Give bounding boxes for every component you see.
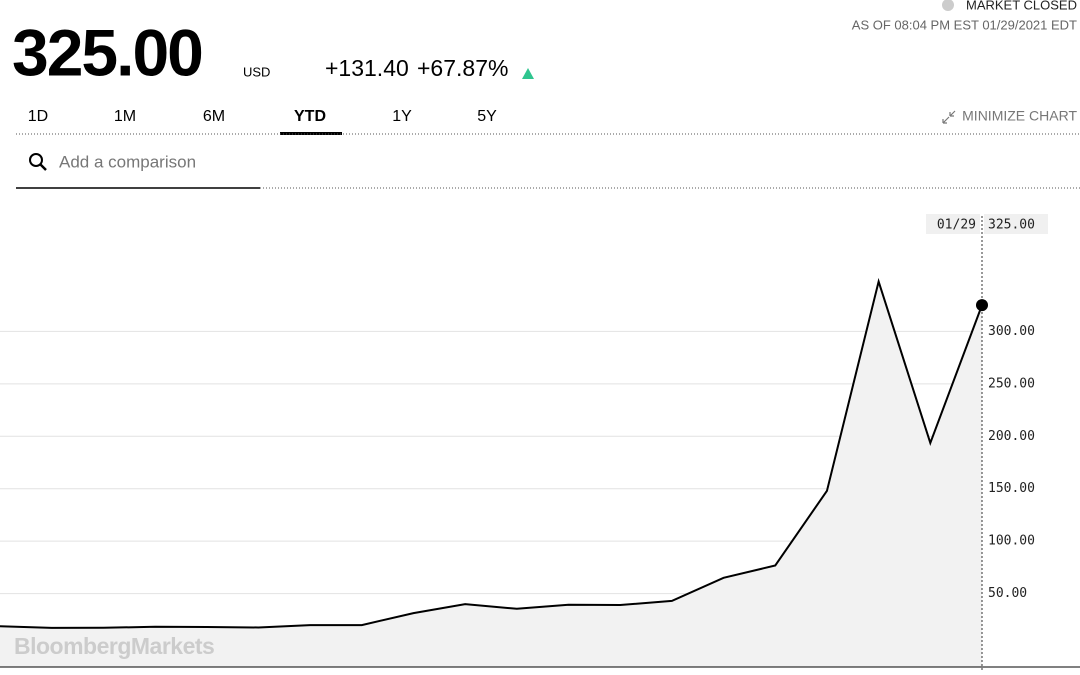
price-label: 325.00 bbox=[988, 218, 1035, 233]
date-label: 01/29 bbox=[937, 218, 976, 233]
price-line bbox=[0, 277, 983, 629]
price: 325.00 bbox=[12, 15, 202, 89]
search-icon-handle bbox=[39, 163, 47, 171]
market-status: MARKET CLOSED bbox=[966, 0, 1077, 12]
y-tick-label: 50.00 bbox=[988, 586, 1027, 601]
change: +131.40 bbox=[325, 55, 409, 81]
minimize-icon[interactable] bbox=[942, 110, 956, 124]
date-label-box bbox=[926, 214, 980, 234]
up-arrow bbox=[522, 68, 534, 79]
last-point bbox=[976, 299, 988, 312]
search-icon bbox=[29, 153, 43, 167]
area bbox=[0, 281, 982, 667]
y-tick-label: 150.00 bbox=[988, 481, 1035, 496]
y-tick-label: 200.00 bbox=[988, 429, 1035, 444]
range-tab[interactable]: 5Y bbox=[477, 108, 497, 125]
currency: USD bbox=[243, 64, 270, 79]
range-tab[interactable]: 6M bbox=[203, 108, 225, 125]
search-input[interactable]: Add a comparison bbox=[59, 152, 196, 171]
range-tab[interactable]: 1Y bbox=[392, 108, 412, 125]
minimize-chart[interactable]: MINIMIZE CHART bbox=[962, 108, 1077, 124]
range-tab[interactable]: YTD bbox=[294, 108, 326, 125]
status-dot bbox=[942, 0, 954, 11]
as-of: AS OF 08:04 PM EST 01/29/2021 EDT bbox=[852, 17, 1077, 32]
y-tick-label: 100.00 bbox=[988, 534, 1035, 549]
watermark: BloombergMarkets bbox=[14, 633, 214, 659]
range-tab[interactable]: 1M bbox=[114, 108, 136, 125]
change-pct: +67.87% bbox=[417, 55, 508, 81]
price-label-box bbox=[984, 214, 1048, 234]
range-tab[interactable]: 1D bbox=[28, 108, 48, 125]
y-tick-label: 250.00 bbox=[988, 376, 1035, 391]
y-tick-label: 300.00 bbox=[988, 324, 1035, 339]
